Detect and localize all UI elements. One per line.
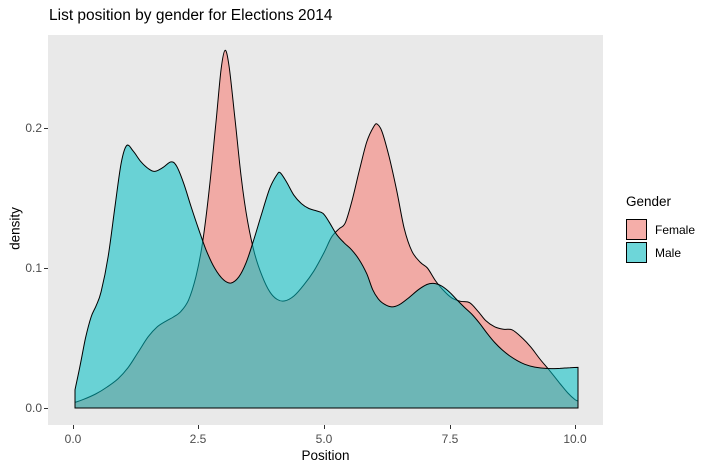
y-tick-label: 0.1 bbox=[25, 261, 42, 275]
plot-title: List position by gender for Elections 20… bbox=[49, 7, 333, 24]
male-swatch-icon bbox=[626, 242, 647, 263]
x-tickmark bbox=[575, 425, 576, 429]
density-area-male bbox=[74, 144, 579, 409]
legend-label-male: Male bbox=[655, 245, 682, 260]
x-tick-label: 10.0 bbox=[563, 432, 587, 446]
y-tickmark bbox=[44, 128, 48, 129]
legend-title: Gender bbox=[626, 194, 672, 209]
female-swatch-icon bbox=[626, 219, 647, 240]
density-areas bbox=[74, 49, 579, 409]
female-swatch-fill bbox=[627, 220, 646, 239]
legend: Gender Female Male bbox=[626, 194, 695, 264]
legend-item-male: Male bbox=[626, 241, 695, 264]
x-tick-label: 0.0 bbox=[64, 432, 82, 446]
male-swatch-fill bbox=[627, 243, 646, 262]
y-tickmark bbox=[44, 268, 48, 269]
plot-panel bbox=[48, 35, 603, 425]
y-tick-label: 0.0 bbox=[25, 401, 42, 415]
legend-item-female: Female bbox=[626, 218, 695, 241]
x-tickmark bbox=[198, 425, 199, 429]
x-tick-label: 2.5 bbox=[189, 432, 207, 446]
x-axis-title: Position bbox=[301, 448, 350, 463]
x-tick-label: 5.0 bbox=[315, 432, 333, 446]
x-tickmark bbox=[73, 425, 74, 429]
y-tick-label: 0.2 bbox=[25, 121, 42, 135]
x-tickmark bbox=[324, 425, 325, 429]
x-tickmark bbox=[450, 425, 451, 429]
x-tick-label: 7.5 bbox=[441, 432, 459, 446]
legend-label-female: Female bbox=[655, 222, 696, 237]
y-axis-title: density bbox=[7, 207, 23, 250]
y-tickmark bbox=[44, 408, 48, 409]
